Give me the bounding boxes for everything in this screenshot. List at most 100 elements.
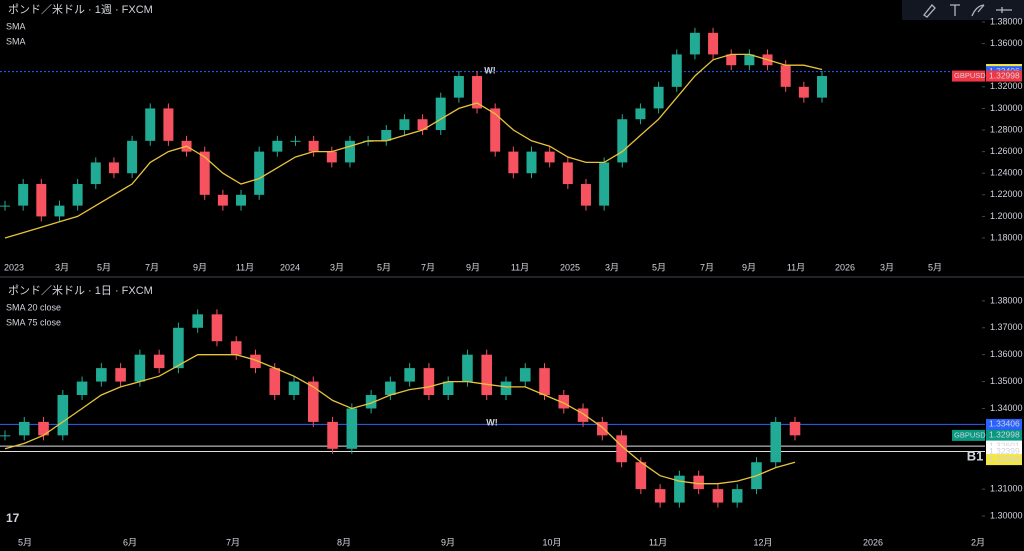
symbol-tag-label: GBPUSD [954,430,986,439]
candle-body [599,162,610,206]
candle-body [96,368,107,382]
x-tick-label: 9月 [466,262,480,272]
candle-body [269,368,281,396]
annotation: B1 [967,448,984,463]
y-tick-label: 1.31000 [990,484,1023,494]
candle-body [442,381,454,396]
price-tag-label: 1.32601 [989,440,1020,450]
candle-body [770,421,782,463]
candle-body [217,194,228,206]
symbol-tag [952,429,985,441]
x-tick-label: 11月 [649,537,667,547]
sma-line [4,354,796,485]
candle-body [558,395,570,409]
candle-body [653,86,664,109]
x-tick-label: 2026 [863,537,883,547]
x-tick-label: 2026 [835,262,855,272]
candle-body [0,205,10,207]
x-tick-label: 11月 [787,262,805,272]
x-tick-label: 3月 [330,262,344,272]
price-tag [986,454,1022,466]
y-tick-label: 1.18000 [990,232,1023,242]
candle-body [308,140,319,152]
y-tick-label: 1.32000 [990,81,1023,91]
y-tick-label: 1.22000 [990,189,1023,199]
candle-body [272,140,283,152]
candle-body [744,54,755,66]
candle-body [145,108,156,141]
symbol-tag [952,70,985,82]
x-tick-label: 2024 [280,262,300,272]
x-tick-label: 5月 [652,262,666,272]
symbol-title: ポンド／米ドル · 1週 · FXCM [8,3,153,16]
candle-body [423,368,435,396]
y-tick-label: 1.20000 [990,211,1023,221]
candle-body [519,368,531,382]
candle-body [381,130,392,141]
x-tick-label: 10月 [542,537,561,547]
candle-body [417,119,428,131]
candle-body [689,32,700,55]
candle-body [562,162,573,185]
sma-line [4,53,823,239]
candle-body [76,381,88,396]
x-tick-label: 8月 [337,537,351,547]
candle-body [731,489,743,503]
x-tick-label: 7月 [700,262,714,272]
y-tick-label: 1.30000 [990,510,1023,520]
y-tick-label: 1.36000 [990,38,1023,48]
tradingview-logo: 17 [6,511,20,525]
candle-body [18,421,30,436]
candle-body [115,368,126,382]
x-tick-label: 11月 [236,262,254,272]
candle-body [693,475,704,490]
y-tick-label: 1.30000 [990,103,1023,113]
candle-body [385,381,396,396]
price-tag [986,418,1022,430]
x-tick-label: 5月 [377,262,391,272]
price-tag [986,446,1022,458]
price-tag-label: 1.32399 [989,446,1020,456]
x-tick-label: 6月 [123,537,137,547]
candle-body [500,381,512,396]
x-tick-label: 3月 [880,262,894,272]
indicator-label: SMA 20 close [6,302,61,312]
candle-body [789,421,801,436]
x-tick-label: 7月 [145,262,159,272]
candle-body [365,395,377,409]
candle-body [635,108,646,120]
candle-body [250,354,261,369]
candle-body [254,151,265,195]
candle-body [674,475,685,503]
candle-body [288,381,300,396]
x-tick-label: 11月 [511,262,529,272]
indicator-label: SMA [6,36,26,46]
price-tag-label: 1.32998 [989,430,1020,440]
price-tag-label: 1.32998 [989,70,1020,80]
drawing-toolbar[interactable] [902,0,1024,20]
candle-body [327,421,338,449]
candle-body [163,108,174,141]
candle-body [616,435,627,463]
candle-body [671,54,682,87]
candle-body [57,395,69,436]
price-tag [986,429,1022,441]
candle-body [462,354,473,382]
x-tick-label: 3月 [55,262,69,272]
price-tag-label: 1.32098 [989,454,1020,464]
y-tick-label: 1.35000 [990,376,1023,386]
annotation: W! [484,65,496,75]
candle-body [617,119,628,163]
candle-body [780,65,791,87]
x-tick-label: 9月 [193,262,207,272]
y-tick-label: 1.38000 [990,16,1023,26]
candle-body [817,76,827,98]
candle-body [453,76,464,98]
indicator-label: SMA 75 close [6,317,61,327]
candle-body [173,327,184,369]
candle-body [577,408,589,422]
x-tick-label: 2025 [560,262,580,272]
candle-body [597,421,608,436]
x-tick-label: 9月 [441,537,455,547]
y-tick-label: 1.38000 [990,295,1023,305]
